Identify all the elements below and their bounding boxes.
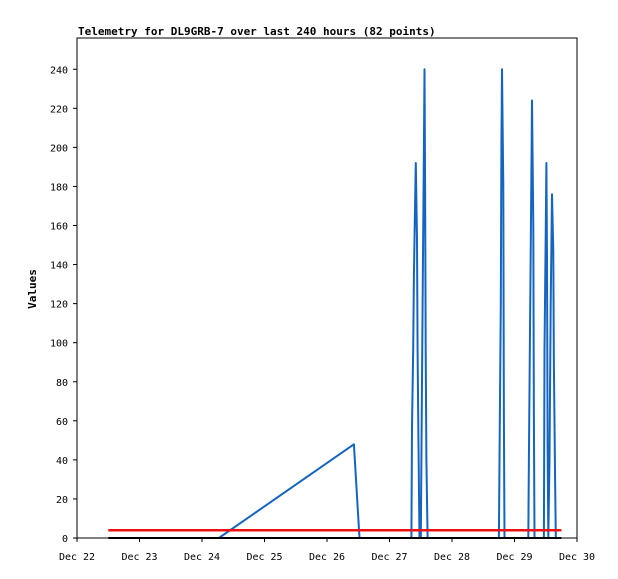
series-layer xyxy=(108,68,562,539)
y-tick-label: 40 xyxy=(56,456,68,467)
y-tick-label: 200 xyxy=(50,143,68,154)
plot-area xyxy=(76,37,578,539)
y-tick-label: 240 xyxy=(50,65,68,76)
y-axis: 0 20 40 60 80 100 120 140 160 180 200 220 240 xyxy=(50,65,77,545)
y-axis-label: Values xyxy=(26,269,39,309)
x-tick-label: Dec 29 xyxy=(496,552,532,563)
y-tick-label: 80 xyxy=(56,378,68,389)
y-tick-label: 20 xyxy=(56,495,68,506)
x-tick-label: Dec 24 xyxy=(184,552,220,563)
x-tick-label: Dec 30 xyxy=(559,552,595,563)
x-tick-label: Dec 22 xyxy=(59,552,95,563)
x-tick-label: Dec 23 xyxy=(121,552,157,563)
y-tick-label: 100 xyxy=(50,339,68,350)
y-tick-label: 120 xyxy=(50,300,68,311)
y-tick-label: 0 xyxy=(62,534,68,545)
x-tick-label: Dec 26 xyxy=(309,552,345,563)
chart-title: Telemetry for DL9GRB-7 over last 240 hou… xyxy=(78,25,436,38)
x-tick-label: Dec 28 xyxy=(434,552,470,563)
x-axis: Dec 22 Dec 23 Dec 24 Dec 25 Dec 26 Dec 27 Dec … xyxy=(59,538,595,563)
y-tick-label: 180 xyxy=(50,182,68,193)
x-tick-label: Dec 25 xyxy=(246,552,282,563)
y-tick-label: 160 xyxy=(50,222,68,233)
y-tick-label: 220 xyxy=(50,104,68,115)
x-tick-label: Dec 27 xyxy=(371,552,407,563)
series-line xyxy=(218,68,557,539)
y-tick-label: 140 xyxy=(50,261,68,272)
y-tick-label: 60 xyxy=(56,417,68,428)
